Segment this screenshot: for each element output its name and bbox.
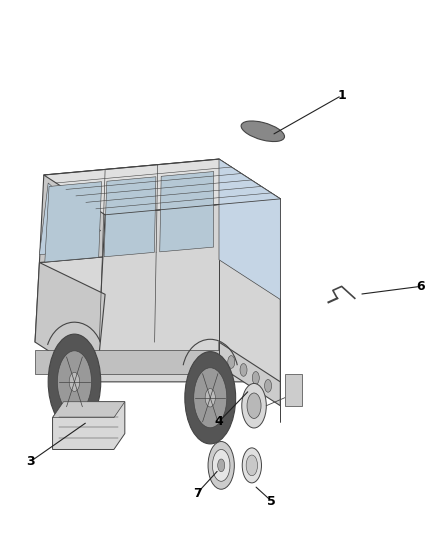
Circle shape bbox=[218, 459, 225, 472]
Text: 4: 4 bbox=[215, 415, 223, 428]
Polygon shape bbox=[45, 182, 102, 262]
Circle shape bbox=[194, 368, 227, 428]
Circle shape bbox=[208, 441, 234, 489]
Text: 6: 6 bbox=[416, 280, 425, 293]
Ellipse shape bbox=[241, 121, 285, 142]
Polygon shape bbox=[39, 159, 219, 263]
Circle shape bbox=[48, 334, 101, 430]
Circle shape bbox=[57, 351, 92, 413]
Polygon shape bbox=[104, 177, 156, 257]
Polygon shape bbox=[35, 263, 105, 382]
Circle shape bbox=[265, 379, 272, 392]
Circle shape bbox=[242, 383, 266, 428]
Circle shape bbox=[246, 455, 258, 476]
Circle shape bbox=[228, 356, 235, 368]
Polygon shape bbox=[219, 342, 280, 406]
Circle shape bbox=[205, 389, 215, 407]
Polygon shape bbox=[53, 402, 125, 418]
Polygon shape bbox=[219, 159, 280, 382]
Circle shape bbox=[212, 449, 230, 481]
Polygon shape bbox=[39, 183, 101, 255]
Circle shape bbox=[247, 393, 261, 418]
Text: 7: 7 bbox=[193, 487, 201, 500]
Circle shape bbox=[69, 373, 80, 391]
Polygon shape bbox=[44, 159, 280, 215]
Text: 5: 5 bbox=[267, 495, 276, 507]
Polygon shape bbox=[160, 172, 214, 252]
Polygon shape bbox=[285, 374, 302, 406]
Polygon shape bbox=[96, 199, 280, 382]
Polygon shape bbox=[53, 402, 125, 449]
Circle shape bbox=[252, 372, 259, 384]
Polygon shape bbox=[219, 159, 280, 300]
Circle shape bbox=[185, 352, 236, 444]
Polygon shape bbox=[35, 247, 219, 342]
Circle shape bbox=[242, 448, 261, 483]
Polygon shape bbox=[35, 350, 219, 374]
Text: 1: 1 bbox=[337, 89, 346, 102]
Text: 3: 3 bbox=[26, 455, 35, 468]
Circle shape bbox=[240, 364, 247, 376]
